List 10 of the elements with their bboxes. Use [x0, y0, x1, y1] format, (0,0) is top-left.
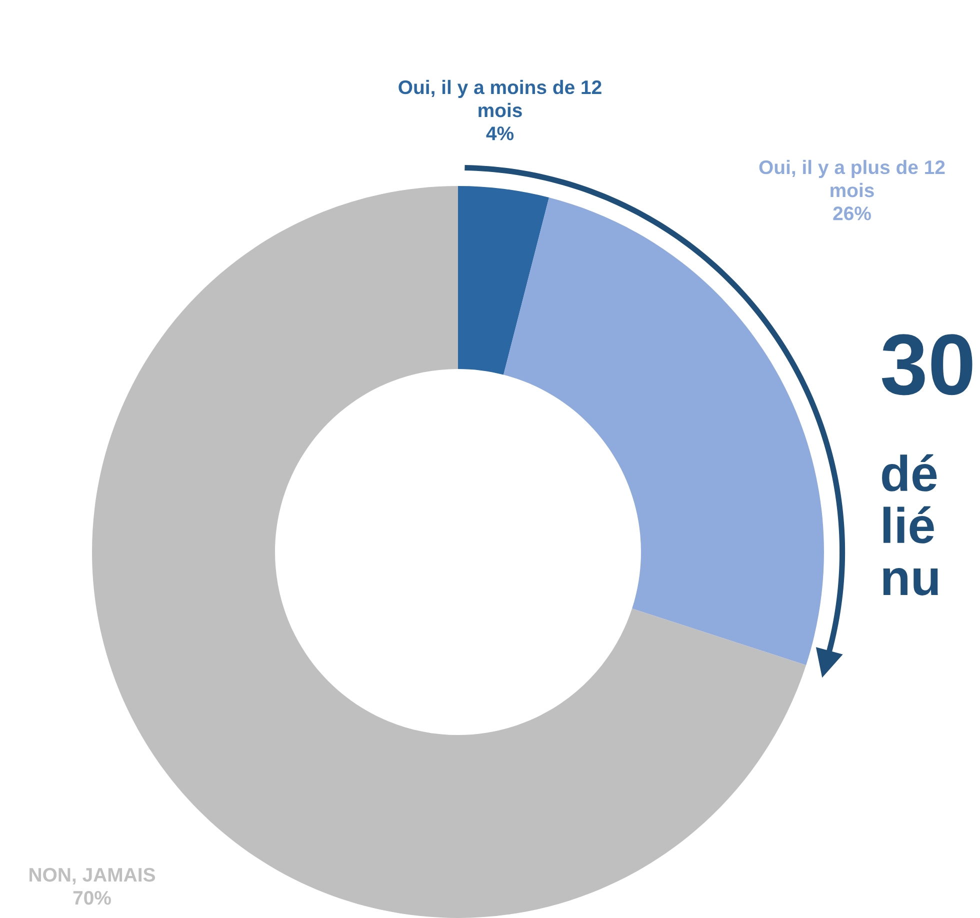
donut-slice [458, 186, 550, 375]
text: 30 [882, 334, 972, 396]
data-label: 26% [833, 206, 871, 220]
slice-label: Oui, il y a moins de 12 mois [398, 80, 602, 118]
data-label: 4% [486, 126, 514, 140]
slice-label: Oui, il y a plus de 12 mois [759, 160, 945, 198]
text: dé lié nu [882, 454, 938, 596]
data-label: 70% [73, 890, 111, 905]
donut-slice [504, 198, 824, 666]
slice-label: NON, JAMAIS [30, 868, 155, 885]
